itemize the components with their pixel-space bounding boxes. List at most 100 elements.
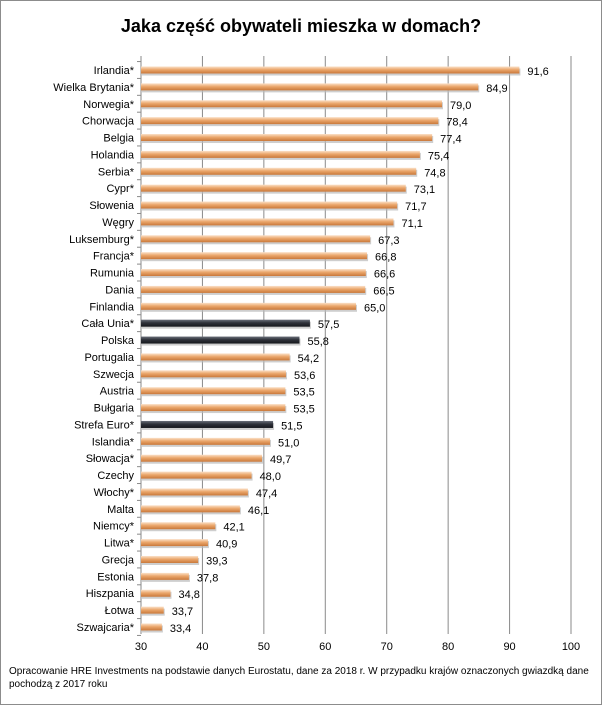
bar: [141, 150, 420, 158]
category-label: Portugalia: [84, 352, 134, 364]
value-label: 33,7: [172, 606, 193, 618]
value-label: 48,0: [260, 471, 281, 483]
value-label: 66,6: [374, 269, 395, 281]
category-label: Wielka Brytania*: [53, 82, 134, 94]
value-label: 67,3: [378, 235, 399, 247]
category-label: Irlandia*: [94, 65, 135, 77]
category-label: Czechy: [97, 470, 134, 482]
category-label: Malta: [107, 504, 135, 516]
bar: [141, 184, 406, 192]
category-label: Cała Unia*: [81, 318, 134, 330]
bar: [141, 370, 286, 378]
bar: [141, 269, 366, 277]
bar: [141, 117, 439, 125]
bar: [141, 555, 199, 563]
labels: 30 40 50 60 70 80 90 100 Irlandia* 91,6 Wielka Bry…: [53, 65, 580, 653]
category-label: Węgry: [102, 217, 134, 229]
bar: [141, 83, 479, 91]
value-label: 57,5: [318, 319, 339, 331]
category-label: Chorwacja: [82, 116, 135, 128]
bar: [141, 285, 366, 293]
value-label: 51,0: [278, 437, 299, 449]
bar: [141, 252, 368, 260]
x-tick-label: 80: [442, 641, 454, 653]
value-label: 84,9: [486, 83, 507, 95]
value-label: 65,0: [364, 302, 385, 314]
value-label: 55,8: [307, 336, 328, 348]
bar: [141, 235, 371, 243]
value-label: 66,5: [373, 285, 394, 297]
value-label: 74,8: [424, 167, 445, 179]
category-label: Grecja: [102, 554, 135, 566]
bar: [141, 167, 417, 175]
category-label: Hiszpania: [86, 588, 135, 600]
value-label: 39,3: [206, 555, 227, 567]
value-label: 53,6: [294, 370, 315, 382]
bar: [141, 353, 290, 361]
bar: [141, 589, 171, 597]
value-label: 78,4: [446, 117, 467, 129]
bar: [141, 404, 286, 412]
bar: [141, 387, 286, 395]
category-label: Litwa*: [104, 538, 135, 550]
bar: [141, 218, 394, 226]
value-label: 91,6: [527, 66, 548, 78]
bar: [141, 437, 270, 445]
x-tick-label: 30: [135, 641, 147, 653]
category-label: Słowacja*: [86, 453, 135, 465]
category-label: Szwecja: [93, 369, 135, 381]
bar: [141, 471, 252, 479]
category-label: Estonia: [97, 571, 135, 583]
category-label: Serbia*: [98, 166, 135, 178]
bar: [141, 572, 189, 580]
value-label: 49,7: [270, 454, 291, 466]
bars: [141, 66, 521, 633]
category-label: Islandia*: [92, 436, 135, 448]
value-label: 47,4: [256, 488, 277, 500]
category-label: Strefa Euro*: [74, 419, 135, 431]
bar: [141, 488, 248, 496]
x-tick-label: 100: [562, 641, 580, 653]
category-label: Dania: [105, 284, 135, 296]
category-label: Finlandia: [89, 301, 135, 313]
value-label: 75,4: [428, 150, 449, 162]
value-label: 34,8: [178, 589, 199, 601]
x-tick-label: 90: [503, 641, 515, 653]
value-label: 77,4: [440, 134, 461, 146]
bar: [141, 319, 310, 327]
value-label: 53,5: [293, 387, 314, 399]
bar: [141, 522, 216, 530]
footnote: Opracowanie HRE Investments na podstawie…: [9, 666, 589, 690]
category-label: Włochy*: [94, 487, 135, 499]
value-label: 40,9: [216, 539, 237, 551]
category-label: Holandia: [91, 149, 135, 161]
bar: [141, 201, 398, 209]
category-label: Polska: [101, 335, 135, 347]
value-label: 33,4: [170, 623, 191, 635]
category-label: Norwegia*: [83, 99, 134, 111]
value-label: 73,1: [414, 184, 435, 196]
category-label: Szwajcaria*: [77, 622, 135, 634]
value-label: 66,8: [375, 252, 396, 264]
bar: [141, 302, 356, 310]
value-label: 79,0: [450, 100, 471, 112]
category-label: Rumunia: [90, 268, 135, 280]
category-label: Austria: [100, 386, 135, 398]
bar: [141, 420, 274, 428]
value-label: 53,5: [293, 404, 314, 416]
x-tick-label: 60: [319, 641, 331, 653]
value-label: 54,2: [298, 353, 319, 365]
value-label: 37,8: [197, 572, 218, 584]
value-label: 42,1: [223, 522, 244, 534]
chart-title: Jaka część obywateli mieszka w domach?: [120, 16, 482, 36]
bar: [141, 454, 263, 462]
value-label: 51,5: [281, 420, 302, 432]
value-label: 71,1: [401, 218, 422, 230]
bar: [141, 134, 433, 142]
category-label: Luksemburg*: [69, 234, 135, 246]
category-label: Francja*: [93, 251, 135, 263]
category-label: Niemcy*: [93, 521, 135, 533]
x-tick-label: 40: [196, 641, 208, 653]
bar: [141, 623, 162, 631]
x-tick-label: 50: [258, 641, 270, 653]
